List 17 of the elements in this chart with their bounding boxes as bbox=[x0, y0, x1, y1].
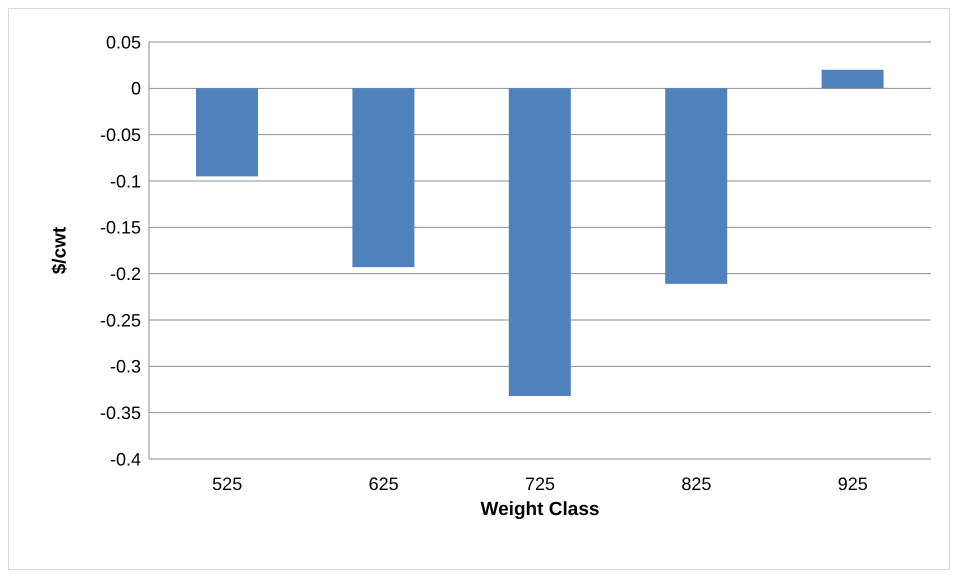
x-tick-label: 825 bbox=[681, 474, 712, 494]
x-tick-label: 925 bbox=[838, 474, 868, 494]
x-tick-label: 525 bbox=[212, 474, 242, 494]
y-tick-label: -0.3 bbox=[110, 356, 141, 377]
x-tick-label: 725 bbox=[524, 474, 556, 494]
y-tick-label: -0.2 bbox=[110, 264, 141, 284]
y-tick-label: 0 bbox=[130, 78, 141, 99]
y-tick-label: -0.25 bbox=[100, 310, 141, 330]
y-axis-title: $/cwt bbox=[50, 226, 71, 274]
y-tick-label: -0.15 bbox=[100, 218, 141, 238]
y-tick-label: -0.4 bbox=[110, 449, 141, 470]
y-tick-label: 0.05 bbox=[106, 32, 141, 52]
y-tick-label: -0.05 bbox=[100, 125, 141, 146]
y-tick-label: -0.1 bbox=[110, 171, 141, 192]
x-axis-title: Weight Class bbox=[480, 499, 600, 520]
x-tick-label: 625 bbox=[368, 474, 399, 494]
y-tick-label: -0.35 bbox=[100, 403, 141, 424]
